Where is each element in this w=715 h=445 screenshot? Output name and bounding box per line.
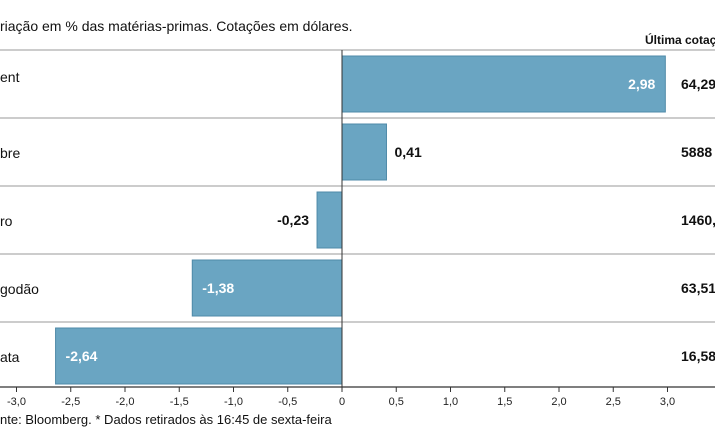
category-label: ent (0, 69, 20, 85)
x-tick-label: 0 (339, 396, 345, 408)
bar-bre (341, 123, 387, 181)
x-tick-label: 2,0 (551, 396, 566, 408)
price-label: 16,5817 (681, 348, 715, 364)
price-label: 5888 (681, 144, 712, 160)
bar-ent (341, 55, 666, 113)
chart-subtitle: riação em % das matérias-primas. Cotaçõe… (0, 18, 352, 34)
x-tick-label: -2,0 (116, 396, 135, 408)
bar-ata (55, 327, 343, 385)
chart-rows: ent 2,98 64,29 bre 0,41 5888 ro -0,23 1460,57 god… (0, 49, 715, 387)
value-label: 2,98 (628, 76, 655, 92)
bar-godão (191, 259, 343, 317)
x-axis: -3,0 -2,5 -2,0 -1,5 -1,0 -0,5 0 0,5 1,0 1,5 2,0 2,5… (0, 386, 715, 408)
price-label: 63,51 (681, 280, 715, 296)
x-tick-label: -3,0 (7, 396, 26, 408)
x-tick-label: -2,5 (61, 396, 80, 408)
value-label: 0,41 (394, 144, 421, 160)
x-tick-label: -1,0 (224, 396, 243, 408)
x-tick-label: 2,5 (606, 396, 621, 408)
x-tick-label: -1,5 (170, 396, 189, 408)
category-label: bre (0, 145, 20, 161)
x-tick-label: -0,5 (278, 396, 297, 408)
price-label: 64,29 (681, 76, 715, 92)
category-label: godão (0, 281, 39, 297)
value-label: -1,38 (202, 280, 234, 296)
x-tick-label: 0,5 (389, 396, 404, 408)
category-label: ro (0, 213, 13, 229)
value-label: -0,23 (277, 212, 309, 228)
price-column-header: Última cotaç (645, 32, 715, 47)
price-label: 1460,57 (681, 212, 715, 228)
x-tick-label: 3,0 (660, 396, 675, 408)
category-label: ata (0, 349, 20, 365)
bar-ro (316, 191, 343, 249)
x-tick-label: 1,5 (497, 396, 512, 408)
value-label: -2,64 (66, 348, 98, 364)
x-tick-label: 1,0 (443, 396, 458, 408)
source-note: nte: Bloomberg. * Dados retirados às 16:… (0, 412, 332, 427)
